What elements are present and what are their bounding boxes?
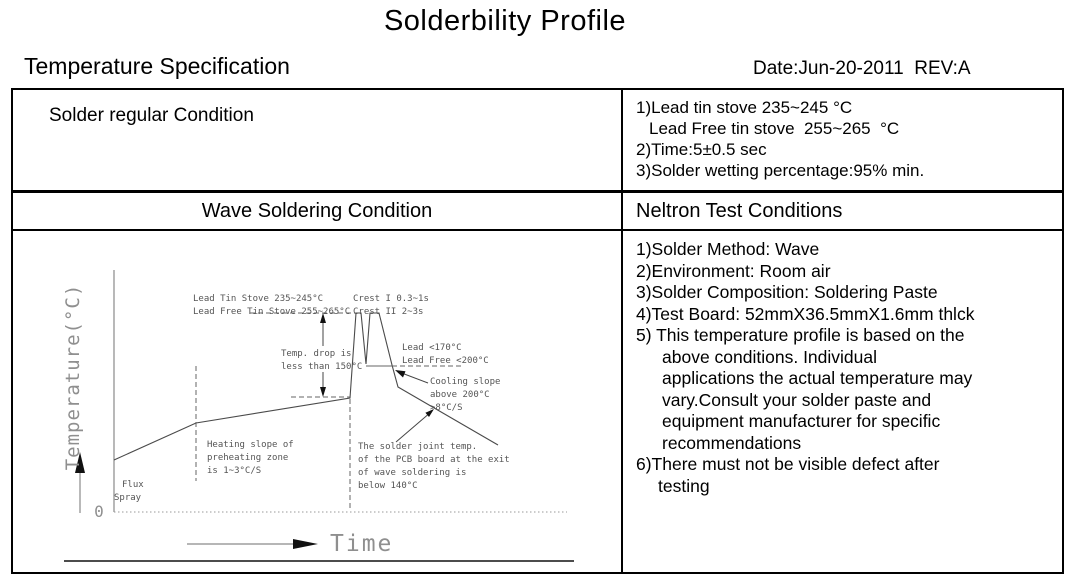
section-title: Temperature Specification xyxy=(24,53,290,79)
solder-regular-values-cell: 1)Lead tin stove 235~245 °C Lead Free ti… xyxy=(621,90,1062,190)
solder-joint-note: below 140°C xyxy=(358,481,418,491)
chart-annotations: Lead Tin Stove 235~245°C Lead Free Tin S… xyxy=(114,294,510,503)
flux-spray-note: Spray xyxy=(114,493,142,503)
dashed-guide-lines xyxy=(195,312,462,511)
cooling-slope-note: above 200°C xyxy=(430,390,490,400)
solder-joint-arrow-icon xyxy=(395,409,434,443)
test-condition-line: applications the actual temperature may xyxy=(662,368,973,388)
cooling-slope-arrow-icon xyxy=(395,370,429,384)
solder-joint-note: of wave soldering is xyxy=(358,468,466,478)
heating-slope-note: preheating zone xyxy=(207,453,288,463)
stove-temp-note: Lead Tin Stove 235~245°C xyxy=(193,294,323,304)
solder-regular-condition-label: Solder regular Condition xyxy=(49,105,254,126)
test-conditions-cell: 1)Solder Method: Wave 2)Environment: Roo… xyxy=(621,231,1062,572)
test-condition-line: above conditions. Individual xyxy=(662,346,878,367)
test-condition-line: 6)There must not be visible defect after xyxy=(636,454,940,474)
condition-line: 3)Solder wetting percentage:95% min. xyxy=(636,161,925,180)
crest-time-note: Crest I 0.3~1s xyxy=(353,294,429,304)
page-title: Solderbility Profile xyxy=(383,5,627,37)
test-condition-line: 2)Environment: Room air xyxy=(636,260,831,281)
flux-spray-note: Flux xyxy=(122,480,144,490)
temperature-profile-chart: Lead Tin Stove 235~245°C Lead Free Tin S… xyxy=(62,270,574,562)
test-condition-line: 5) This temperature profile is based on … xyxy=(636,325,965,345)
wave-soldering-chart-cell: Lead Tin Stove 235~245°C Lead Free Tin S… xyxy=(13,231,621,572)
wave-soldering-header-cell: Wave Soldering Condition xyxy=(13,190,621,231)
test-condition-line: equipment manufacturer for specific xyxy=(662,411,941,431)
chart-axes xyxy=(113,270,567,513)
solder-regular-condition-cell: Solder regular Condition xyxy=(13,90,621,190)
test-condition-line: 3)Solder Composition: Soldering Paste xyxy=(636,282,938,302)
temperature-profile-curve xyxy=(113,312,499,461)
solder-joint-note: of the PCB board at the exit xyxy=(358,455,510,465)
test-condition-line: 1)Solder Method: Wave xyxy=(636,239,820,259)
y-axis-label: Temperature(°C) xyxy=(62,284,84,471)
crest-time-note: Crest II 2~3s xyxy=(353,307,423,317)
test-condition-line: testing xyxy=(658,475,710,496)
dip-level-note: Lead <170°C xyxy=(402,343,462,353)
x-axis-label: Time xyxy=(330,531,393,557)
condition-line: 1)Lead tin stove 235~245 °C xyxy=(636,98,853,117)
heating-slope-note: is 1~3°C/S xyxy=(207,466,261,476)
cooling-slope-note: >8°C/S xyxy=(430,403,463,413)
solder-joint-note: The solder joint temp. xyxy=(358,442,477,452)
temp-drop-note: less than 150°C xyxy=(281,362,362,372)
temp-drop-arrow-icon xyxy=(320,313,326,397)
origin-tick-label: 0 xyxy=(94,502,104,521)
cooling-slope-note: Cooling slope xyxy=(430,377,500,387)
test-condition-line: 4)Test Board: 52mmX36.5mmX1.6mm thlck xyxy=(636,303,975,324)
test-conditions-header-cell: Neltron Test Conditions xyxy=(621,190,1062,231)
y-axis-arrow-icon xyxy=(75,452,85,513)
date-revision-label: Date:Jun-20-2011 REV:A xyxy=(753,58,971,79)
temp-drop-note: Temp. drop is xyxy=(281,349,351,359)
specification-table: Solder regular Condition 1)Lead tin stov… xyxy=(11,88,1064,574)
dip-level-note: Lead Free <200°C xyxy=(402,356,489,366)
time-axis-arrow-icon xyxy=(187,539,318,549)
stove-temp-note: Lead Free Tin Stove 255~265°C xyxy=(193,307,350,317)
test-condition-line: vary.Consult your solder paste and xyxy=(662,389,932,410)
condition-line: Lead Free tin stove 255~265 °C xyxy=(649,119,900,138)
condition-line: 2)Time:5±0.5 sec xyxy=(636,140,767,159)
test-condition-line: recommendations xyxy=(662,432,802,453)
wave-soldering-condition-header: Wave Soldering Condition xyxy=(201,200,433,222)
neltron-test-conditions-header: Neltron Test Conditions xyxy=(636,200,843,222)
heating-slope-note: Heating slope of xyxy=(207,440,294,450)
